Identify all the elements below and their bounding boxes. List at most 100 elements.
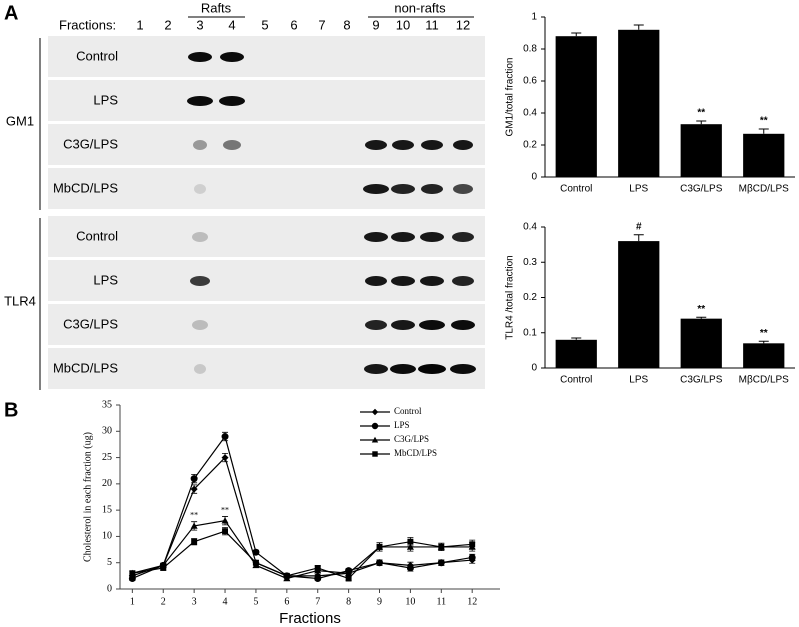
- error-bar: [758, 340, 769, 344]
- y-axis-label: Cholesterol in each fraction (ug): [82, 432, 93, 562]
- blot-band: [190, 276, 210, 286]
- blot-band: [192, 232, 208, 242]
- x-tick-label: 1: [130, 596, 135, 607]
- marker: [314, 564, 321, 571]
- x-tick-label: MβCD/LPS: [739, 184, 790, 195]
- x-tick-label: 12: [467, 596, 477, 607]
- blot-band: [391, 184, 415, 194]
- x-tick-label: 2: [161, 596, 166, 607]
- marker: [128, 574, 136, 582]
- y-axis-label: GM1/total fraction: [505, 58, 516, 137]
- marker: [221, 454, 229, 462]
- marker: [190, 522, 198, 529]
- blot-band: [418, 364, 446, 374]
- annotation: **: [697, 304, 705, 315]
- y-tick-label: 25: [102, 452, 112, 463]
- legend-label: MbCD/LPS: [394, 448, 437, 458]
- blot-band: [450, 364, 476, 374]
- fraction-number: 4: [228, 17, 235, 32]
- marker: [376, 543, 383, 550]
- marker: [191, 538, 198, 545]
- blot-band: [220, 52, 244, 62]
- blot-band: [452, 232, 474, 242]
- fraction-number: 12: [456, 17, 470, 32]
- y-tick-label: 0: [531, 363, 537, 374]
- y-tick-label: 0.1: [523, 327, 537, 338]
- blot-band: [421, 140, 443, 150]
- error-bar: [571, 337, 582, 340]
- blot-band: [365, 320, 387, 330]
- x-axis-label: Fractions: [279, 610, 341, 627]
- y-tick-label: 0.8: [523, 44, 537, 55]
- annotation: **: [190, 511, 198, 520]
- x-tick-label: MβCD/LPS: [739, 375, 790, 386]
- legend-label: Control: [394, 406, 422, 416]
- error-bar: [696, 120, 707, 125]
- legend-label: C3G/LPS: [394, 434, 429, 444]
- fraction-number: 2: [164, 17, 171, 32]
- blot-band: [194, 364, 206, 374]
- error-bar: [758, 128, 769, 134]
- row-label: Control: [76, 48, 118, 63]
- error-bar: [633, 234, 644, 242]
- legend-marker: [372, 451, 378, 457]
- blot-band: [364, 232, 388, 242]
- series-line: [132, 520, 473, 580]
- y-tick-label: 0: [531, 172, 537, 183]
- y-tick-label: 5: [107, 557, 112, 568]
- blot-band: [365, 276, 387, 286]
- bar: [743, 133, 785, 177]
- y-tick-label: 0.4: [523, 108, 537, 119]
- marker: [406, 543, 414, 550]
- bar: [680, 318, 722, 368]
- marker: [252, 559, 259, 566]
- blot-band: [392, 140, 414, 150]
- series-line: [132, 456, 473, 577]
- row-label: MbCD/LPS: [53, 180, 118, 195]
- blot-band: [453, 184, 473, 194]
- fraction-number: 7: [318, 17, 325, 32]
- marker: [437, 559, 445, 567]
- blot-band: [420, 232, 444, 242]
- panel-label: B: [4, 399, 18, 421]
- fraction-number: 5: [261, 17, 268, 32]
- x-tick-label: Control: [560, 184, 592, 195]
- y-axis-label: TLR4 /total fraction: [505, 255, 516, 339]
- marker: [407, 538, 414, 545]
- marker: [314, 574, 322, 582]
- row-label: C3G/LPS: [63, 316, 118, 331]
- x-tick-label: C3G/LPS: [680, 375, 723, 386]
- blot-band: [188, 52, 212, 62]
- marker: [406, 564, 414, 572]
- y-tick-label: 1: [531, 12, 537, 23]
- x-tick-label: 3: [192, 596, 197, 607]
- y-tick-label: 0: [107, 583, 112, 594]
- x-tick-label: 11: [436, 596, 446, 607]
- blot-band: [391, 276, 415, 286]
- legend-marker: [371, 436, 379, 443]
- y-tick-label: 15: [102, 504, 112, 515]
- y-tick-label: 0.3: [523, 257, 537, 268]
- marker: [469, 541, 476, 548]
- marker: [129, 570, 136, 577]
- row-label: C3G/LPS: [63, 136, 118, 151]
- y-tick-label: 0.2: [523, 292, 537, 303]
- blot-band: [364, 364, 388, 374]
- x-tick-label: LPS: [629, 375, 648, 386]
- error-bar: [633, 24, 644, 30]
- error-bar: [571, 32, 582, 37]
- annotation: #: [636, 221, 642, 232]
- marker: [468, 553, 476, 561]
- marker: [160, 564, 167, 571]
- marker: [252, 548, 260, 556]
- x-tick-label: Control: [560, 375, 592, 386]
- legend-marker: [371, 422, 379, 430]
- annotation: **: [760, 328, 768, 339]
- fraction-number: 3: [196, 17, 203, 32]
- y-tick-label: 0.4: [523, 222, 537, 233]
- marker: [190, 475, 198, 483]
- x-tick-label: 7: [315, 596, 320, 607]
- y-tick-label: 0.2: [523, 140, 537, 151]
- legend-marker: [371, 408, 379, 416]
